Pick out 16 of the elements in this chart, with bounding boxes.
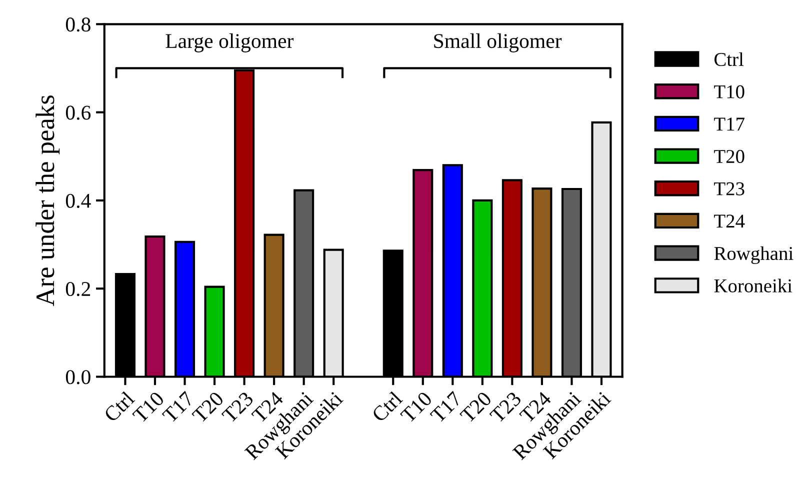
legend-label: Ctrl — [714, 52, 744, 66]
y-axis-title: Are under the peaks — [36, 96, 60, 306]
legend-label: T20 — [714, 150, 744, 164]
legend-label: T24 — [714, 214, 745, 228]
y-tick-label: 0.0 — [66, 370, 90, 384]
legend-label: T17 — [714, 118, 744, 131]
y-tick-label: 0.4 — [66, 194, 91, 208]
legend-label: Rowghani — [714, 246, 794, 264]
y-tick-label: 0.2 — [66, 282, 90, 296]
legend-label: Koroneiki — [714, 278, 792, 292]
annotation: Large oligomer — [166, 33, 294, 52]
legend-label: T23 — [714, 182, 744, 196]
y-tick-label: 0.6 — [66, 106, 91, 120]
y-tick-label: 0.8 — [66, 18, 90, 32]
legend-label: T10 — [714, 85, 744, 98]
annotation: Small oligomer — [434, 33, 562, 52]
